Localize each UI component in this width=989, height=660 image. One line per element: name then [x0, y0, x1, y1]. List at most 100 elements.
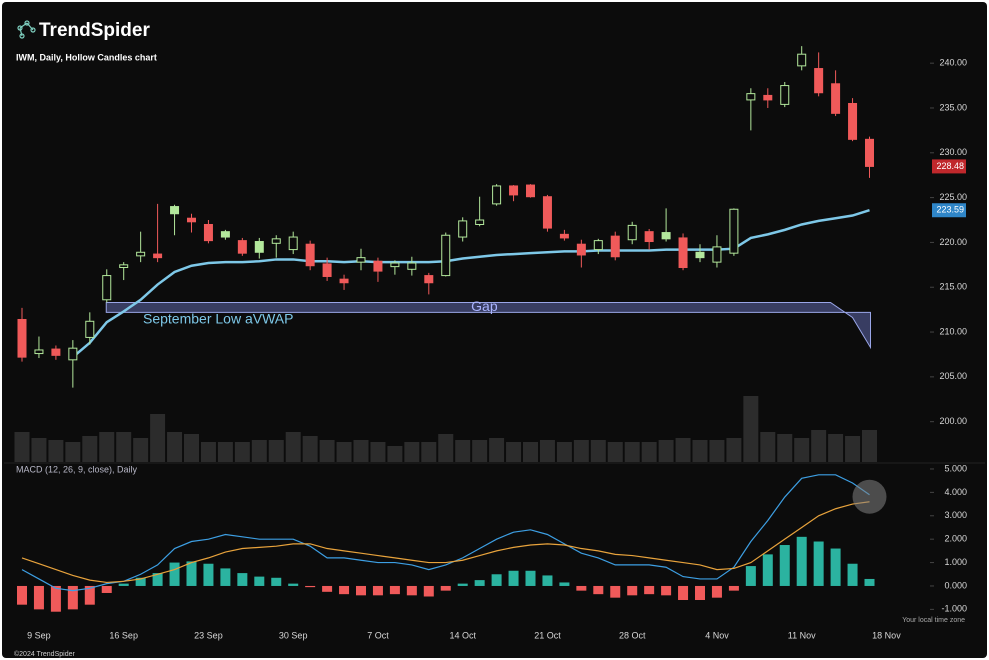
candle-body: [458, 220, 468, 238]
y-tick-label: 200.00: [939, 416, 967, 426]
volume-bar: [234, 442, 250, 462]
y-tick-label: 205.00: [939, 371, 967, 381]
macd-histogram-bar: [440, 585, 451, 591]
macd-histogram-bar: [593, 585, 604, 595]
macd-histogram-bar: [796, 536, 807, 586]
candle-body: [712, 246, 722, 263]
candle-body: [780, 85, 790, 105]
candle-body: [220, 231, 230, 238]
candle-body: [627, 224, 637, 241]
macd-histogram-bar: [67, 585, 78, 610]
volume-bar: [743, 396, 759, 462]
macd-histogram-bar: [423, 585, 434, 597]
candle-body: [17, 318, 27, 358]
candle-body: [237, 240, 247, 254]
candle-body: [610, 235, 620, 258]
macd-histogram-bar: [203, 563, 214, 586]
volume-bar: [523, 442, 538, 462]
x-tick-label: 11 Nov: [788, 630, 816, 640]
candle-body: [509, 185, 519, 196]
y-tick-label: -1.000: [941, 604, 967, 614]
macd-histogram-bar: [508, 570, 519, 586]
volume-bar: [777, 434, 793, 462]
macd-histogram-bar: [847, 563, 858, 586]
y-tick-label: 235.00: [939, 102, 967, 112]
candle-body: [848, 102, 858, 140]
macd-histogram-bar: [491, 574, 502, 586]
macd-histogram-bar: [864, 578, 875, 586]
candle-body: [559, 233, 569, 239]
candle-body: [170, 206, 180, 215]
macd-histogram-bar: [254, 576, 265, 586]
candle-body: [373, 260, 383, 272]
volume-bar: [285, 432, 301, 462]
candle-body: [34, 349, 44, 355]
macd-histogram-bar: [661, 585, 672, 596]
y-tick-label: 4.000: [944, 487, 967, 497]
macd-histogram-bar: [33, 585, 44, 610]
y-tick-label: 215.00: [939, 282, 967, 292]
macd-histogram-bar: [610, 585, 621, 598]
volume-bar: [760, 432, 776, 462]
y-tick-label: 5.000: [944, 463, 967, 473]
gap-label: Gap: [471, 298, 498, 314]
candle-body: [390, 262, 400, 268]
macd-histogram-bar: [152, 573, 163, 586]
volume-bar: [370, 442, 386, 462]
candle-body: [407, 262, 417, 270]
volume-bar: [590, 440, 606, 462]
candle-body: [424, 275, 434, 284]
macd-histogram-bar: [644, 585, 655, 595]
macd-histogram-bar: [220, 568, 231, 586]
candle-body: [322, 263, 332, 277]
volume-bar: [133, 438, 149, 462]
macd-histogram-bar: [678, 585, 689, 601]
candle-body: [203, 223, 213, 242]
volume-bar: [167, 432, 183, 462]
candle-body: [356, 257, 366, 263]
macd-histogram-bar: [322, 585, 333, 592]
volume-bar: [641, 442, 657, 462]
volume-bar: [116, 432, 132, 462]
candle-body: [695, 251, 705, 259]
volume-bar: [65, 442, 81, 462]
macd-title: MACD (12, 26, 9, close), Daily: [16, 464, 138, 474]
volume-bar: [82, 436, 98, 462]
macd-histogram-bar: [542, 575, 553, 586]
macd-histogram-bar: [813, 541, 824, 586]
candle-body: [305, 243, 315, 267]
macd-histogram-bar: [186, 561, 197, 586]
volume-bar: [811, 430, 827, 462]
last-price-label: 228.48: [936, 161, 964, 171]
candle-body: [542, 196, 552, 229]
timezone-note: Your local time zone: [902, 617, 965, 624]
candle-body: [136, 251, 146, 257]
candle-body: [339, 278, 349, 284]
volume-bar: [336, 442, 352, 462]
candle-body: [831, 83, 841, 114]
candle-body: [51, 348, 61, 356]
candle-body: [254, 241, 264, 253]
macd-histogram-bar: [576, 585, 587, 591]
candle-body: [475, 219, 485, 225]
candle-body: [85, 320, 95, 338]
x-tick-label: 7 Oct: [367, 630, 389, 640]
macd-histogram-bar: [237, 573, 248, 586]
macd-histogram-bar: [745, 566, 756, 586]
volume-bar: [489, 438, 505, 462]
volume-bar: [99, 432, 115, 462]
copyright: ©2024 TrendSpider: [14, 650, 75, 658]
macd-histogram-bar: [84, 585, 95, 605]
macd-histogram-bar: [830, 548, 841, 586]
macd-histogram-bar: [406, 585, 417, 596]
volume-bar: [31, 438, 47, 462]
macd-histogram-bar: [695, 585, 705, 601]
volume-bar: [472, 440, 488, 462]
candle-body: [102, 275, 112, 301]
logo-icon: [17, 20, 36, 39]
volume-bar: [675, 438, 691, 462]
volume-bar: [709, 440, 725, 462]
volume-bar: [573, 440, 589, 462]
